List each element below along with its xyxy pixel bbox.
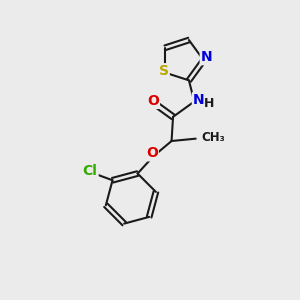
Text: S: S	[159, 64, 169, 78]
Text: CH₃: CH₃	[201, 131, 225, 144]
Text: O: O	[146, 146, 158, 161]
Text: O: O	[147, 94, 159, 108]
Text: N: N	[193, 93, 205, 107]
Text: Cl: Cl	[83, 164, 98, 178]
Text: N: N	[201, 50, 212, 64]
Text: H: H	[204, 97, 215, 110]
